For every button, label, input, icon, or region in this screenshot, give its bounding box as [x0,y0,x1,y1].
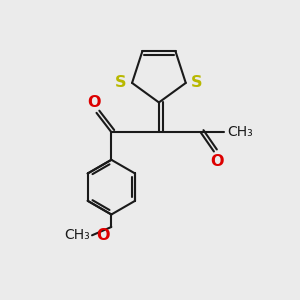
Text: O: O [96,228,110,243]
Text: S: S [191,75,202,90]
Text: O: O [210,154,224,169]
Text: CH₃: CH₃ [64,228,90,242]
Text: O: O [87,95,100,110]
Text: S: S [115,75,127,90]
Text: CH₃: CH₃ [227,125,253,139]
